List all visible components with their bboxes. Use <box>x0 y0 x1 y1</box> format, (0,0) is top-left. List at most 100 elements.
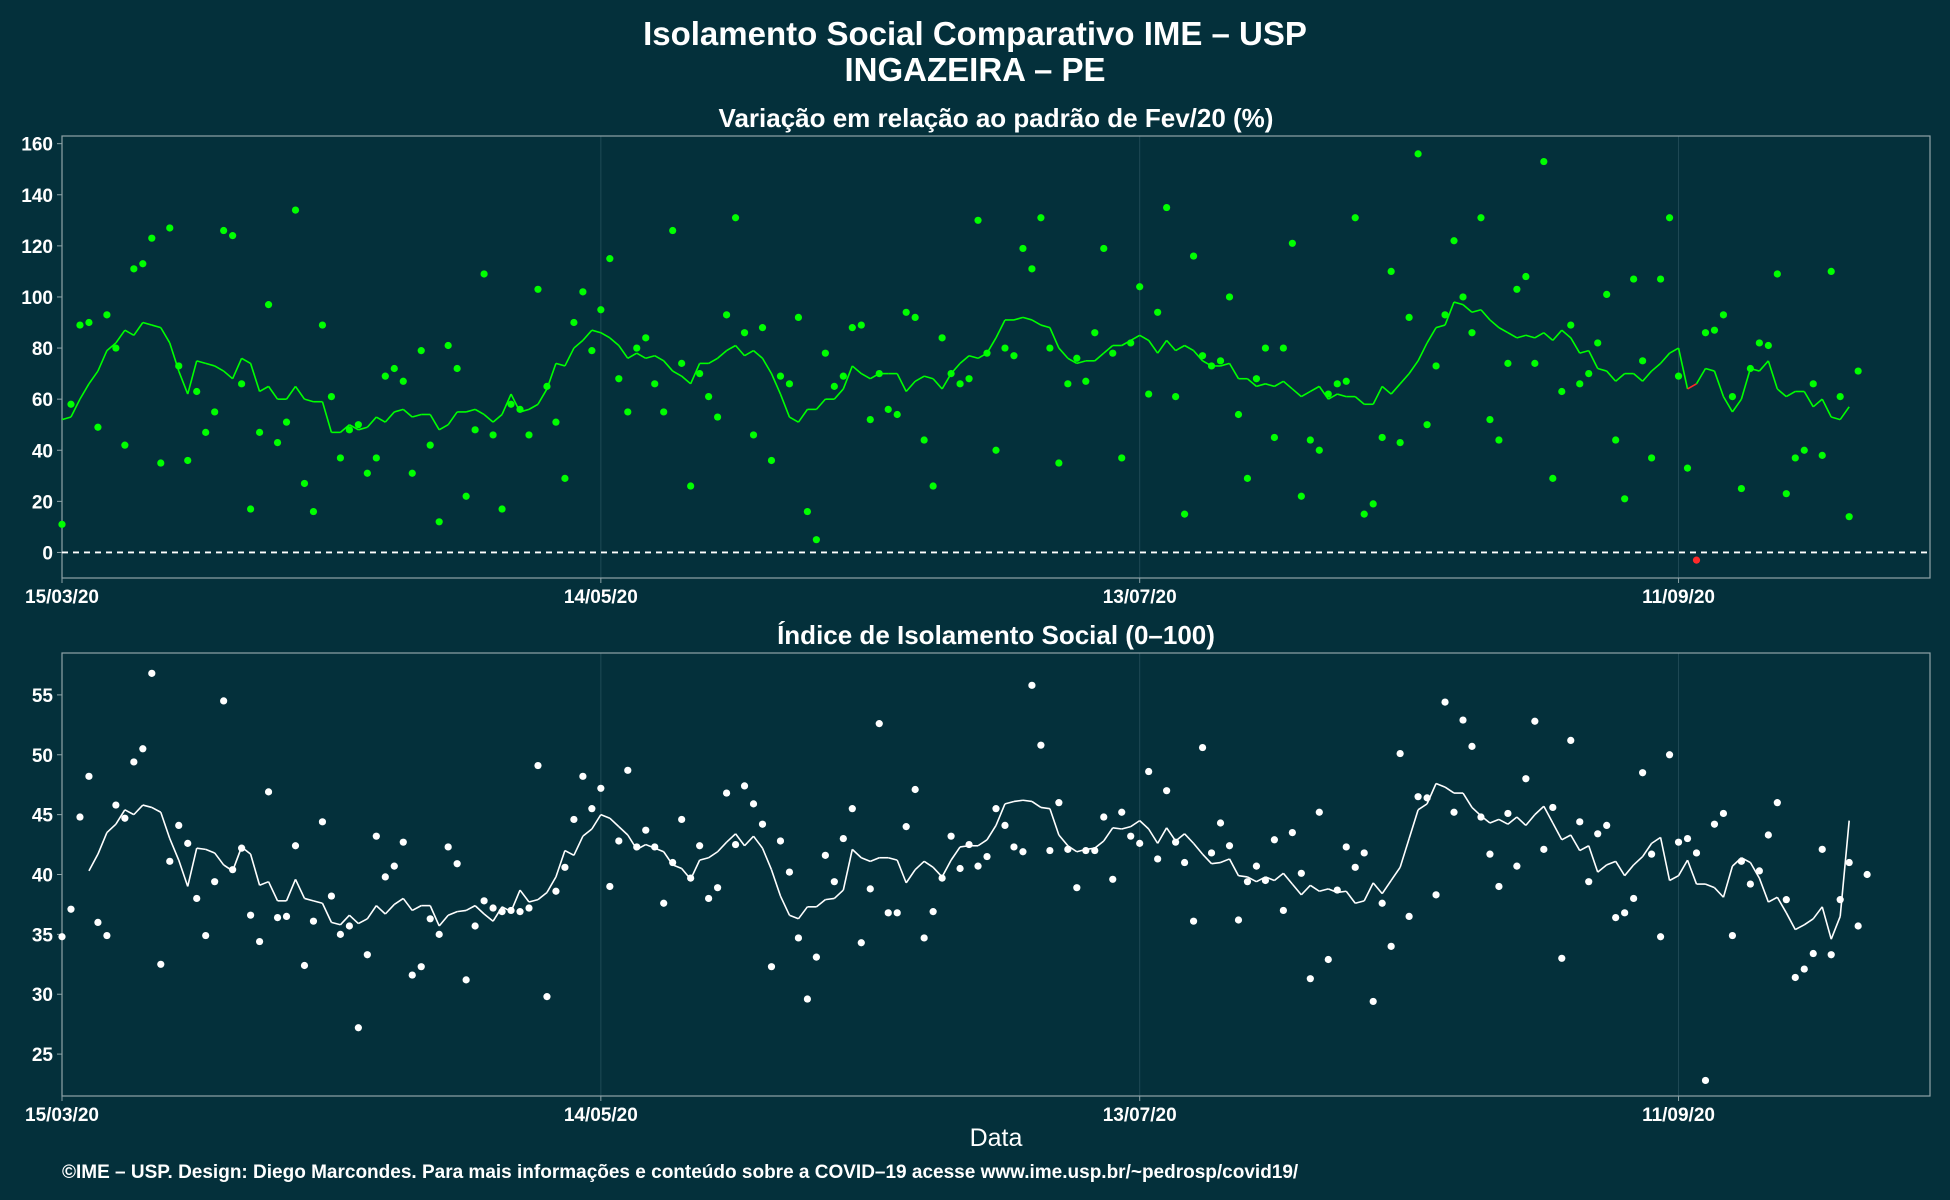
moving-average-segment <box>1776 896 1788 914</box>
moving-average-segment <box>133 322 144 336</box>
moving-average-segment <box>1462 792 1473 808</box>
moving-average-segment <box>681 375 692 385</box>
moving-average-segment <box>1570 834 1581 851</box>
data-point <box>453 860 461 868</box>
moving-average-segment <box>1749 862 1761 879</box>
data-point <box>884 405 892 413</box>
data-point <box>1064 380 1072 388</box>
y-tick-label-100: 100 <box>21 288 53 309</box>
data-point <box>812 953 820 961</box>
data-point <box>776 837 785 845</box>
data-point <box>570 318 578 327</box>
moving-average-segment <box>896 859 907 884</box>
data-point <box>1324 955 1332 964</box>
moving-average-segment <box>708 851 719 859</box>
moving-average-segment <box>1228 362 1240 380</box>
moving-average-segment <box>995 319 1006 339</box>
data-point <box>1863 870 1871 879</box>
data-point <box>687 482 695 490</box>
x-tick-label-2: 13/07/20 <box>1103 587 1177 608</box>
data-point <box>660 408 668 416</box>
data-point <box>1495 882 1503 891</box>
data-point <box>974 216 982 224</box>
moving-average-segment <box>1192 842 1204 855</box>
data-point <box>1459 716 1467 724</box>
moving-average-segment <box>1803 918 1814 926</box>
moving-average-segment <box>1651 836 1662 845</box>
data-point <box>1243 474 1252 482</box>
data-point <box>184 456 192 465</box>
data-point <box>1216 357 1225 365</box>
x-tick-label-2: 13/07/20 <box>1103 1105 1177 1126</box>
x-tick-label-0: 15/03/20 <box>25 587 99 608</box>
moving-average-segment <box>142 804 153 809</box>
moving-average-segment <box>770 373 782 395</box>
moving-average-segment <box>968 354 979 360</box>
moving-average-segment <box>231 357 243 380</box>
data-point <box>318 321 327 329</box>
data-point <box>1450 808 1458 816</box>
data-point <box>749 800 758 808</box>
moving-average-segment <box>1426 327 1437 344</box>
data-point <box>462 976 470 984</box>
moving-average-segment <box>699 856 709 861</box>
data-point <box>157 459 165 467</box>
data-point <box>1225 293 1234 301</box>
data-point <box>1378 899 1386 907</box>
moving-average-segment <box>905 380 916 393</box>
y-tick-label-40: 40 <box>32 866 53 887</box>
moving-average-segment <box>294 385 306 400</box>
data-point <box>112 801 120 809</box>
data-point <box>1755 339 1763 347</box>
data-point <box>570 815 578 824</box>
data-point <box>1603 290 1611 299</box>
data-point <box>633 344 641 352</box>
moving-average-segment <box>384 903 395 915</box>
moving-average-segment <box>348 424 359 431</box>
data-point <box>354 421 362 429</box>
moving-average-segment <box>1588 350 1599 369</box>
moving-average-segment <box>995 803 1006 826</box>
data-point <box>956 864 964 873</box>
data-point <box>1540 157 1548 166</box>
moving-average-segment <box>600 813 611 819</box>
moving-average-segment <box>1103 827 1114 842</box>
moving-average-segment <box>797 408 809 423</box>
moving-average-segment <box>1507 816 1518 825</box>
data-point <box>1549 803 1557 812</box>
data-point <box>983 852 991 861</box>
y-tick-label-60: 60 <box>32 390 53 411</box>
data-point <box>1791 973 1799 982</box>
moving-average-segment <box>70 398 81 418</box>
data-point <box>1692 556 1701 564</box>
data-point <box>1172 393 1180 401</box>
data-point <box>336 930 345 938</box>
data-point <box>1800 446 1808 454</box>
moving-average-segment <box>1265 383 1275 388</box>
data-point <box>1279 906 1287 915</box>
data-point <box>426 915 434 923</box>
moving-average-segment <box>1561 834 1572 841</box>
data-point <box>130 265 138 273</box>
moving-average-segment <box>178 370 189 395</box>
data-point <box>1674 838 1683 846</box>
main-subtitle: INGAZEIRA – PE <box>845 51 1106 88</box>
data-point <box>246 911 255 919</box>
moving-average-segment <box>1049 808 1060 836</box>
data-point <box>866 885 874 893</box>
data-point <box>166 224 174 232</box>
data-point <box>848 805 856 813</box>
data-point <box>112 344 120 352</box>
moving-average-segment <box>789 416 799 423</box>
data-point <box>1189 252 1198 260</box>
moving-average-segment <box>196 847 206 851</box>
data-point <box>857 939 865 947</box>
data-point <box>1827 951 1835 959</box>
data-point <box>1100 813 1108 821</box>
data-point <box>875 720 883 728</box>
moving-average-segment <box>501 393 512 415</box>
moving-average-segment <box>654 355 665 362</box>
moving-average-segment <box>851 848 862 859</box>
moving-average-segment <box>115 809 126 825</box>
moving-average-segment <box>411 904 422 912</box>
